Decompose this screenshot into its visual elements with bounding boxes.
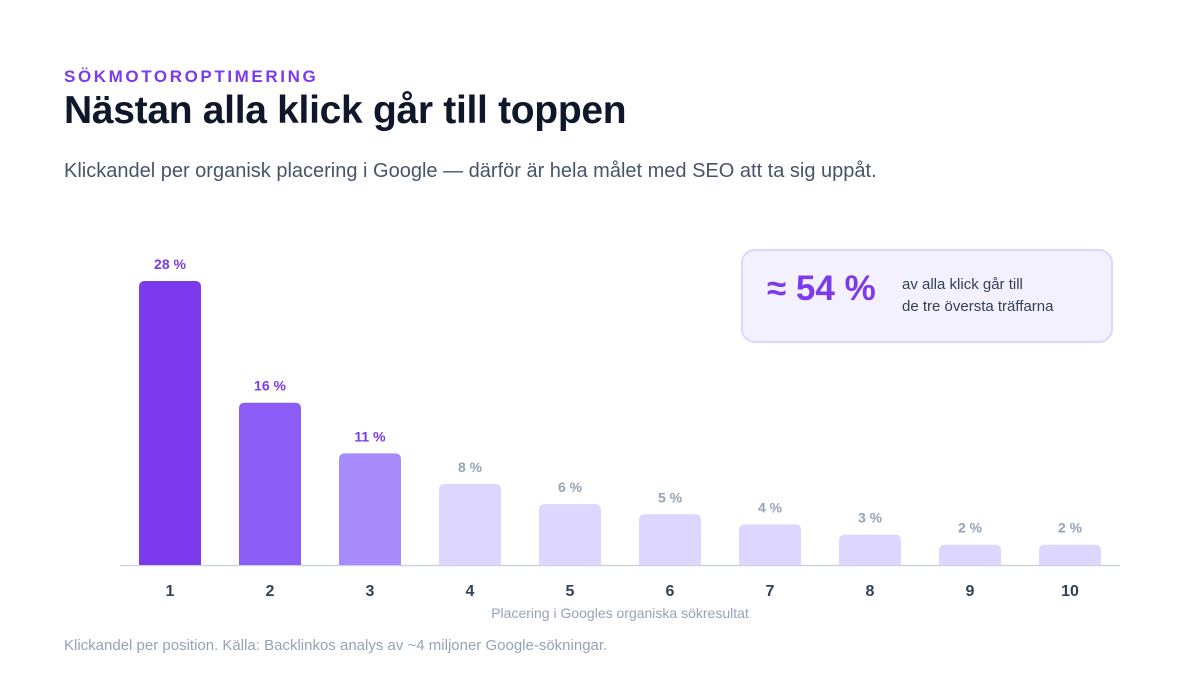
x-tick-label: 6 xyxy=(666,583,675,600)
data-label: 11 % xyxy=(354,428,386,444)
bar xyxy=(139,281,201,565)
data-label: 6 % xyxy=(558,479,583,495)
data-label: 8 % xyxy=(458,459,483,475)
bar xyxy=(1039,544,1101,565)
bar xyxy=(639,514,701,565)
page-subtitle: Klickandel per organisk placering i Goog… xyxy=(64,160,877,182)
page-title: Nästan alla klick går till toppen xyxy=(64,89,627,132)
data-label: 16 % xyxy=(254,378,286,394)
data-label: 5 % xyxy=(658,489,683,505)
data-label: 2 % xyxy=(958,520,983,536)
bar xyxy=(539,504,601,565)
callout-line-2: de tre översta träffarna xyxy=(902,298,1054,315)
x-tick-label: 8 xyxy=(866,583,875,600)
callout-box: ≈ 54 % av alla klick går till de tre öve… xyxy=(741,249,1113,343)
callout-value: ≈ 54 % xyxy=(767,269,876,308)
x-tick-label: 10 xyxy=(1061,583,1079,600)
x-tick-label: 7 xyxy=(766,583,775,600)
callout-text: av alla klick går till de tre översta tr… xyxy=(902,274,1102,318)
data-label: 28 % xyxy=(154,256,186,272)
x-tick-label: 9 xyxy=(966,583,975,600)
eyebrow-label: SÖKMOTOROPTIMERING xyxy=(64,67,319,86)
data-label: 3 % xyxy=(858,510,883,526)
bar xyxy=(339,453,401,565)
bar xyxy=(839,534,901,565)
x-tick-label: 5 xyxy=(566,583,575,600)
bar xyxy=(439,483,501,565)
data-label: 4 % xyxy=(758,499,783,515)
bar xyxy=(939,544,1001,565)
source-note: Klickandel per position. Källa: Backlink… xyxy=(64,637,608,654)
bar xyxy=(239,402,301,565)
x-axis-label: Placering i Googles organiska sökresulta… xyxy=(491,605,749,621)
x-tick-label: 2 xyxy=(266,583,275,600)
data-label: 2 % xyxy=(1058,520,1083,536)
bar xyxy=(739,524,801,565)
callout-line-1: av alla klick går till xyxy=(902,276,1023,293)
x-tick-label: 3 xyxy=(366,583,375,600)
x-tick-label: 1 xyxy=(166,583,175,600)
x-tick-label: 4 xyxy=(466,583,475,600)
